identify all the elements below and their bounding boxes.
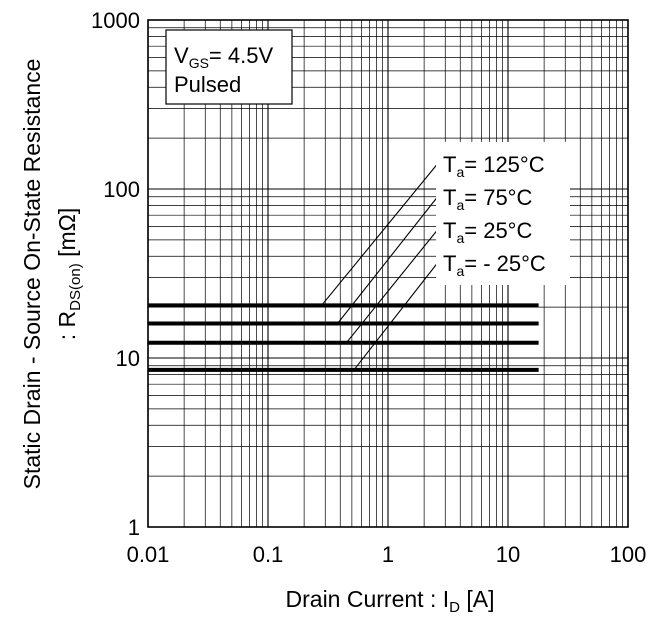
label-leader-lines xyxy=(321,161,440,371)
condition-vgs: VGS= 4.5V xyxy=(174,43,273,71)
series-leader-line xyxy=(321,161,440,306)
condition-pulsed: Pulsed xyxy=(174,72,241,97)
y-axis-title-line2: : RDS(on) [mΩ] xyxy=(54,208,84,340)
x-tick-label: 10 xyxy=(496,542,520,567)
y-tick-label: 10 xyxy=(116,346,140,371)
y-tick-label: 1 xyxy=(128,515,140,540)
series-label: Ta= - 25°C xyxy=(443,251,546,279)
y-tick-label: 100 xyxy=(103,177,140,202)
series-leader-line xyxy=(345,227,440,344)
x-tick-label: 1 xyxy=(382,542,394,567)
x-tick-label: 0.01 xyxy=(127,542,170,567)
series-label: Ta= 25°C xyxy=(443,218,532,246)
plot-frame xyxy=(147,19,629,528)
series-labels: Ta= 125°C Ta= 75°C Ta= 25°C Ta= - 25°C xyxy=(443,152,546,279)
series-leader-line xyxy=(353,260,440,371)
x-tick-labels: 0.01 0.1 1 10 100 xyxy=(127,542,647,567)
series-label: Ta= 75°C xyxy=(443,185,532,213)
series-leader-line xyxy=(337,194,440,324)
series-label-box xyxy=(436,142,570,285)
y-tick-labels: 1 10 100 1000 xyxy=(91,8,140,540)
condition-box-frame xyxy=(165,29,293,105)
x-tick-label: 100 xyxy=(610,542,647,567)
y-axis-title-line1: Static Drain - Source On-State Resistanc… xyxy=(19,59,45,490)
series-label: Ta= 125°C xyxy=(443,152,545,180)
y-tick-label: 1000 xyxy=(91,8,140,33)
x-tick-label: 0.1 xyxy=(253,542,284,567)
series-lines xyxy=(148,303,539,372)
condition-box: VGS= 4.5V Pulsed xyxy=(165,29,293,105)
x-axis-title: Drain Current : ID [A] xyxy=(286,586,495,616)
